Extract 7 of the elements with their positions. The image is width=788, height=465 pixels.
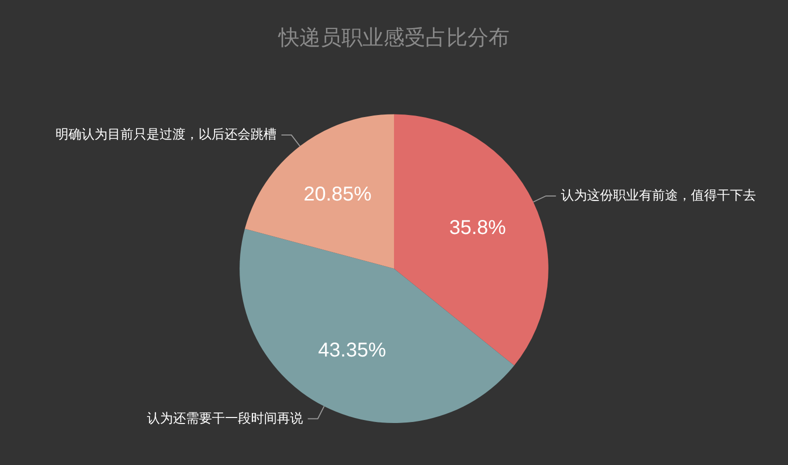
slice-label: 认为这份职业有前途，值得干下去	[560, 188, 756, 203]
chart-title: 快递员职业感受占比分布	[278, 26, 510, 50]
slice-label: 明确认为目前只是过渡，以后还会跳槽	[55, 126, 276, 142]
slice-label: 认为还需要干一段时间再说	[146, 410, 303, 426]
data-label: 35.8%	[449, 217, 506, 240]
data-label: 20.85%	[304, 184, 372, 206]
data-label: 43.35%	[318, 340, 386, 362]
